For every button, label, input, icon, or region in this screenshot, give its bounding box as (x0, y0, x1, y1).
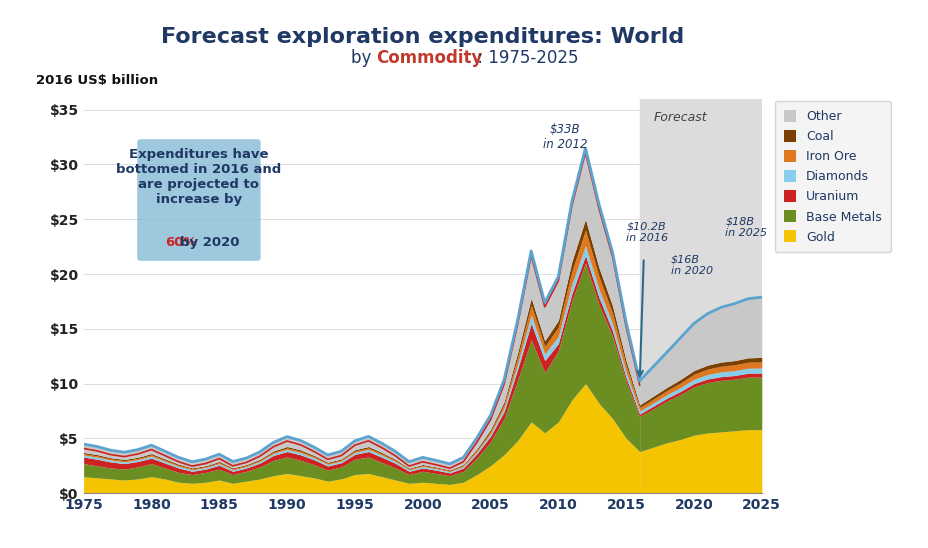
Text: Forecast: Forecast (652, 111, 706, 123)
Bar (639, 99, 775, 493)
Text: $16B
in 2020: $16B in 2020 (670, 254, 713, 276)
Text: by 2020: by 2020 (180, 236, 239, 249)
Text: by: by (350, 49, 376, 66)
Text: 2016 US$ billion: 2016 US$ billion (36, 74, 158, 87)
Text: Commodity: Commodity (376, 49, 482, 66)
FancyBboxPatch shape (137, 139, 261, 261)
Text: Forecast exploration expenditures: World: Forecast exploration expenditures: World (161, 27, 684, 47)
Text: Expenditures have
bottomed in 2016 and
are projected to
increase by: Expenditures have bottomed in 2016 and a… (116, 148, 281, 206)
Text: $18B
in 2025: $18B in 2025 (725, 216, 767, 238)
Text: 60%: 60% (165, 236, 197, 249)
Text: $33B
in 2012: $33B in 2012 (542, 123, 586, 151)
Text: : 1975-2025: : 1975-2025 (471, 49, 578, 66)
Text: $10.2B
in 2016: $10.2B in 2016 (625, 221, 667, 243)
Legend: Other, Coal, Iron Ore, Diamonds, Uranium, Base Metals, Gold: Other, Coal, Iron Ore, Diamonds, Uranium… (774, 101, 890, 253)
